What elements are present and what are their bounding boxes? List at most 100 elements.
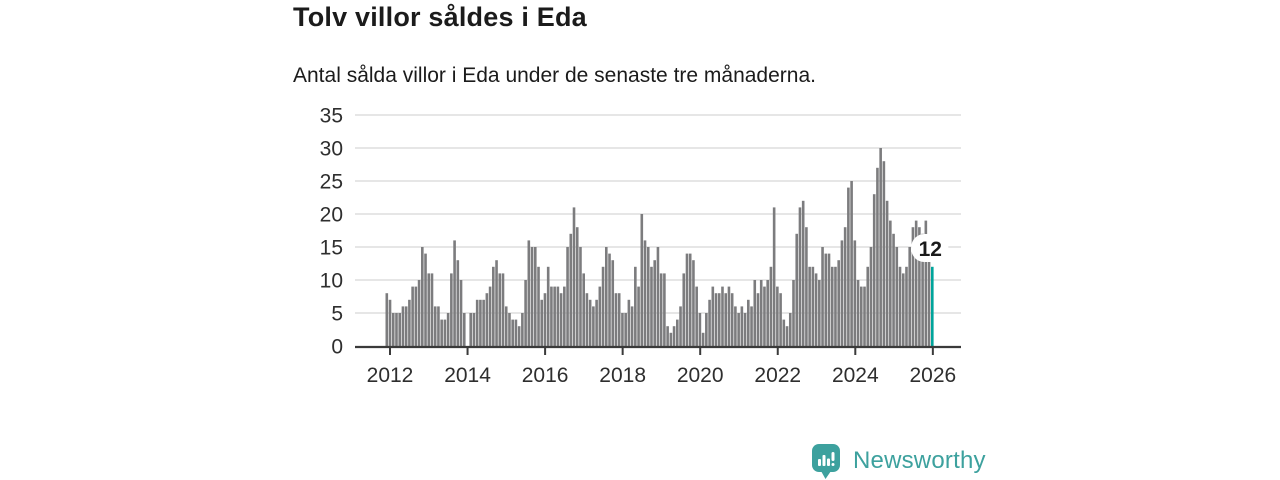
bar xyxy=(795,233,799,346)
bar xyxy=(456,260,460,346)
bar xyxy=(492,266,495,346)
bar xyxy=(730,293,734,346)
bar xyxy=(646,247,650,346)
bar xyxy=(756,293,760,346)
bar xyxy=(411,286,414,346)
bar xyxy=(621,313,624,346)
bar xyxy=(792,280,795,346)
bar xyxy=(763,286,766,346)
bar xyxy=(898,266,902,346)
bar xyxy=(511,319,514,346)
bar xyxy=(882,161,886,346)
bar xyxy=(905,266,908,346)
bar xyxy=(876,167,879,346)
bar xyxy=(404,306,408,346)
bar xyxy=(563,286,566,346)
bar xyxy=(921,233,924,346)
x-axis-label: 2022 xyxy=(754,364,801,387)
bar xyxy=(750,306,753,346)
bar xyxy=(782,319,786,346)
bar xyxy=(656,247,660,346)
bar xyxy=(440,319,443,346)
bar xyxy=(572,207,576,346)
bar xyxy=(388,299,392,346)
bar xyxy=(598,286,602,346)
bar xyxy=(740,306,744,346)
bar xyxy=(601,266,605,346)
bar xyxy=(485,293,489,346)
bar xyxy=(430,273,434,346)
bar xyxy=(863,286,866,346)
bar xyxy=(801,200,805,346)
bar xyxy=(611,260,615,346)
bar xyxy=(830,266,834,346)
y-axis-label: 30 xyxy=(320,138,343,161)
logo-bar-2 xyxy=(822,455,826,466)
bar xyxy=(653,260,657,346)
bar xyxy=(924,220,928,346)
bar xyxy=(818,280,821,346)
bar xyxy=(462,313,466,346)
bar xyxy=(595,299,598,346)
bar xyxy=(627,299,631,346)
bar xyxy=(498,273,502,346)
bar xyxy=(504,306,508,346)
bar xyxy=(918,227,921,346)
bar xyxy=(459,280,463,346)
bar xyxy=(624,313,627,346)
bar xyxy=(727,286,731,346)
bar xyxy=(398,313,402,346)
bar xyxy=(685,253,689,346)
bar xyxy=(521,313,524,346)
bar xyxy=(637,286,640,346)
bar xyxy=(550,286,553,346)
x-axis-label: 2026 xyxy=(909,364,956,387)
x-axis-label: 2024 xyxy=(832,364,879,387)
bar xyxy=(788,313,792,346)
bar xyxy=(592,306,595,346)
bar xyxy=(391,313,395,346)
annotation-label: 12 xyxy=(919,238,942,261)
bar xyxy=(895,247,899,346)
bar xyxy=(524,280,527,346)
bar xyxy=(408,299,411,346)
bar xyxy=(443,319,447,346)
bar xyxy=(776,286,779,346)
bar xyxy=(676,319,679,346)
bar xyxy=(811,266,815,346)
bar xyxy=(927,260,931,346)
bar xyxy=(472,313,476,346)
bar xyxy=(414,286,418,346)
highlighted-bar xyxy=(931,266,934,346)
bar xyxy=(840,240,844,346)
y-axis-label: 0 xyxy=(331,336,343,359)
bar xyxy=(885,200,889,346)
y-axis-label: 25 xyxy=(320,171,343,194)
x-axis-label: 2018 xyxy=(599,364,646,387)
bar xyxy=(785,326,789,346)
logo-bar-1 xyxy=(818,459,821,466)
bar xyxy=(869,247,873,346)
bar xyxy=(721,286,724,346)
y-axis-label: 5 xyxy=(331,303,343,326)
bar xyxy=(540,299,544,346)
bar xyxy=(859,286,863,346)
bar xyxy=(911,227,915,346)
x-axis-label: 2020 xyxy=(677,364,724,387)
bar xyxy=(753,280,757,346)
bar xyxy=(711,286,715,346)
bar xyxy=(821,247,824,346)
annotation-bubble xyxy=(911,234,949,262)
bar xyxy=(395,313,398,346)
x-axis-label: 2012 xyxy=(367,364,414,387)
bar xyxy=(879,148,882,346)
y-axis-label: 10 xyxy=(320,270,343,293)
bar xyxy=(705,313,708,346)
bar xyxy=(475,299,479,346)
bar xyxy=(714,293,718,346)
newsworthy-wordmark: Newsworthy xyxy=(853,447,986,474)
bar xyxy=(559,293,563,346)
bar xyxy=(501,273,505,346)
bar xyxy=(556,286,560,346)
logo-bubble xyxy=(812,444,840,472)
